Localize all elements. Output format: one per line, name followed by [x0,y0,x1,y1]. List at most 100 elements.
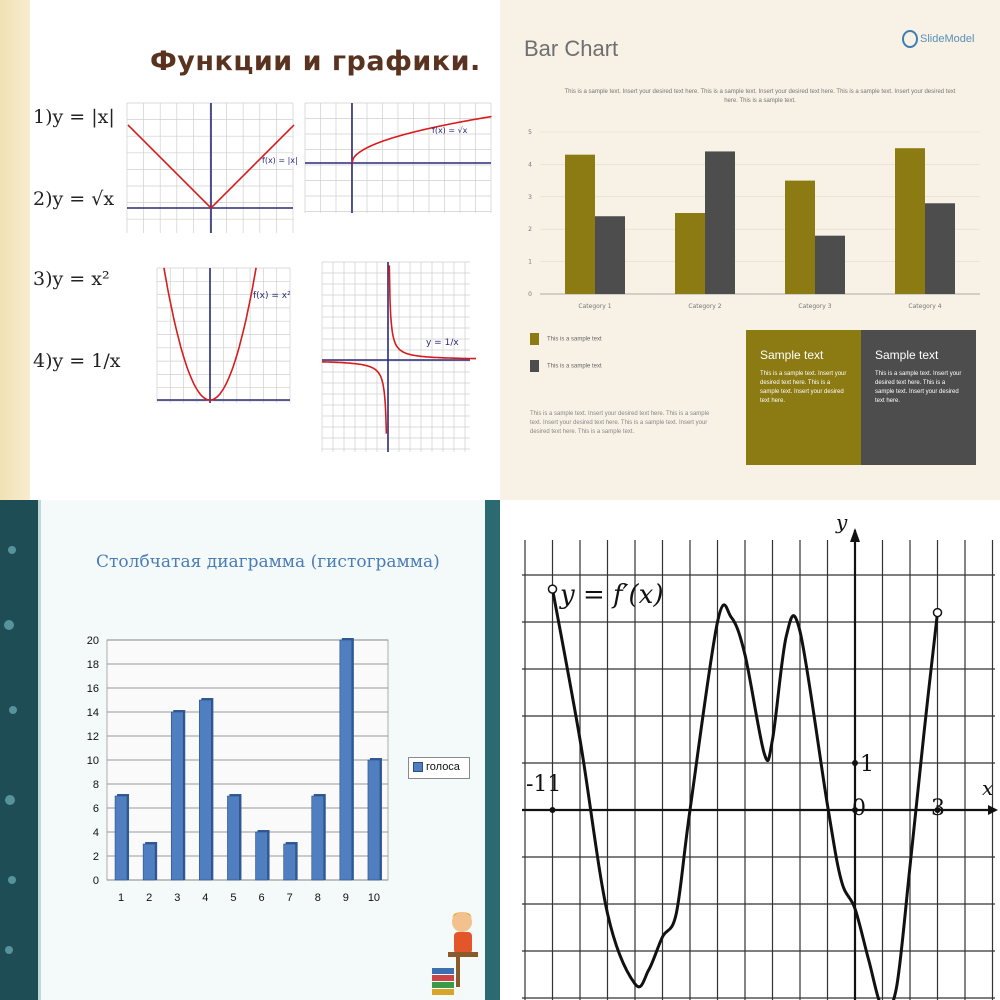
formula-3: 3)y = x² [33,268,110,290]
chart-title: Bar Chart [524,36,619,61]
card-text: This is a sample text. Insert your desir… [760,371,847,404]
x-tick-label: 8 [315,892,321,904]
slide-side-decoration [0,0,30,500]
x-tick-label: 6 [258,892,264,904]
graph-abs [126,102,295,233]
histogram-slide: Столбчатая диаграмма (гистограмма) 0 2 4 6 8… [0,500,500,1000]
x-tick-label: 7 [287,892,293,904]
graph-square [156,267,291,403]
x-tick-label: 1 [118,892,124,904]
derivative-graph-slide: y = f′(x) y x -11 0 3 1 [500,500,1000,1000]
y-tick-label: 2 [528,226,532,233]
x-tick-label: 10 [368,892,380,904]
bar [114,795,128,881]
formula-2: 2)y = √x [33,188,115,210]
derivative-plot [522,528,998,1000]
chart-legend: голоса [408,757,470,779]
graph-inverse [321,261,476,452]
open-endpoint-left [547,584,558,594]
bar [367,759,381,881]
card-title: Sample text [760,348,824,362]
functions-slide: Функции и графики. 1)y = |x| 2)y = √x 3)… [0,0,500,500]
legend-item-2: This is a sample text [530,360,602,372]
bar [227,795,240,881]
y-tick-label-1: 1 [860,752,874,777]
legend-swatch-gray [530,360,539,372]
bar [142,843,156,881]
function-label: y = f′(x) [560,580,664,610]
y-tick-label: 10 [87,755,99,767]
graph-label-sqrt: f(x) = √x [432,126,468,135]
y-tick-label: 5 [528,129,532,136]
bar [339,639,353,881]
y-axis-arrow [850,528,860,542]
slide-title: Функции и графики. [150,46,481,77]
y-tick-label: 0 [93,875,99,887]
axis-tick-dot [852,760,858,766]
y-tick-label: 3 [528,194,532,201]
y-tick-label: 8 [93,779,99,791]
logo-icon [902,30,918,48]
chart-subtitle: This is a sample text. Insert your desir… [564,89,956,104]
open-endpoint-right [932,607,943,618]
y-tick-label: 4 [93,827,99,839]
x-tick-label-min: -11 [526,772,562,797]
derivative-curve [551,588,939,1000]
function-curve [322,361,388,434]
brand-logo: SlideModel [902,30,974,48]
bar [895,148,925,294]
graph-label-abs: f(x) = |x| [262,156,298,165]
formula-4: 4)y = 1/x [33,350,121,372]
function-graphs: f(x) = |x| f(x) = √x f(x) = x² y = 1/x [126,102,492,452]
bar [255,831,268,881]
x-tick-label: 3 [174,892,180,904]
x-tick-label: Category 1 [578,303,611,310]
function-curve [388,265,476,360]
x-tick-label: 4 [202,892,208,904]
x-axis-label: x [982,776,994,800]
card-text: This is a sample text. Insert your desir… [875,371,962,404]
graph-background [322,262,470,452]
origin-label: 0 [852,796,866,821]
function-curve [351,115,492,164]
bar [675,213,705,294]
y-tick-label: 18 [87,659,99,671]
bar [705,151,735,294]
x-tick-label: 9 [343,892,349,904]
y-tick-label: 0 [528,291,532,298]
y-tick-label: 2 [93,851,99,863]
y-tick-label: 16 [87,683,99,695]
formula-1: 1)y = |x| [33,106,115,128]
x-tick-label: 2 [146,892,152,904]
graph-label-inverse: y = 1/x [426,338,459,348]
sample-card-1: Sample text This is a sample text. Inser… [746,330,861,465]
legend-item-1: This is a sample text [530,333,602,345]
y-tick-label: 12 [87,731,99,743]
bar [595,216,625,294]
bar [565,154,595,294]
x-axis-arrow [988,805,998,815]
y-tick-label: 14 [87,707,99,719]
y-tick-label: 4 [528,161,532,168]
bar [311,795,325,881]
y-tick-label: 20 [87,635,99,647]
bar [283,843,296,881]
legend-swatch-gold [530,333,539,345]
axis-tick-dot [852,807,858,813]
chart-title: Столбчатая диаграмма (гистограмма) [96,552,440,572]
bar [925,203,955,294]
y-axis-label: y [836,510,848,534]
legend-swatch [413,762,423,773]
x-tick-label: 5 [230,892,236,904]
student-clipart-icon [432,912,478,995]
axis-tick-dot [934,807,941,813]
axis-tick-dot [549,807,556,813]
bar-chart-plot: 0 1 2 3 4 5 Category 1 Category 2 Category 3 Cate… [528,129,980,310]
card-title: Sample text [875,348,939,362]
x-tick-label: Category 2 [688,303,721,310]
function-curve [127,124,295,210]
slide-right-border [485,500,500,1000]
x-tick-label-max: 3 [931,796,945,821]
y-tick-label: 6 [93,803,99,815]
